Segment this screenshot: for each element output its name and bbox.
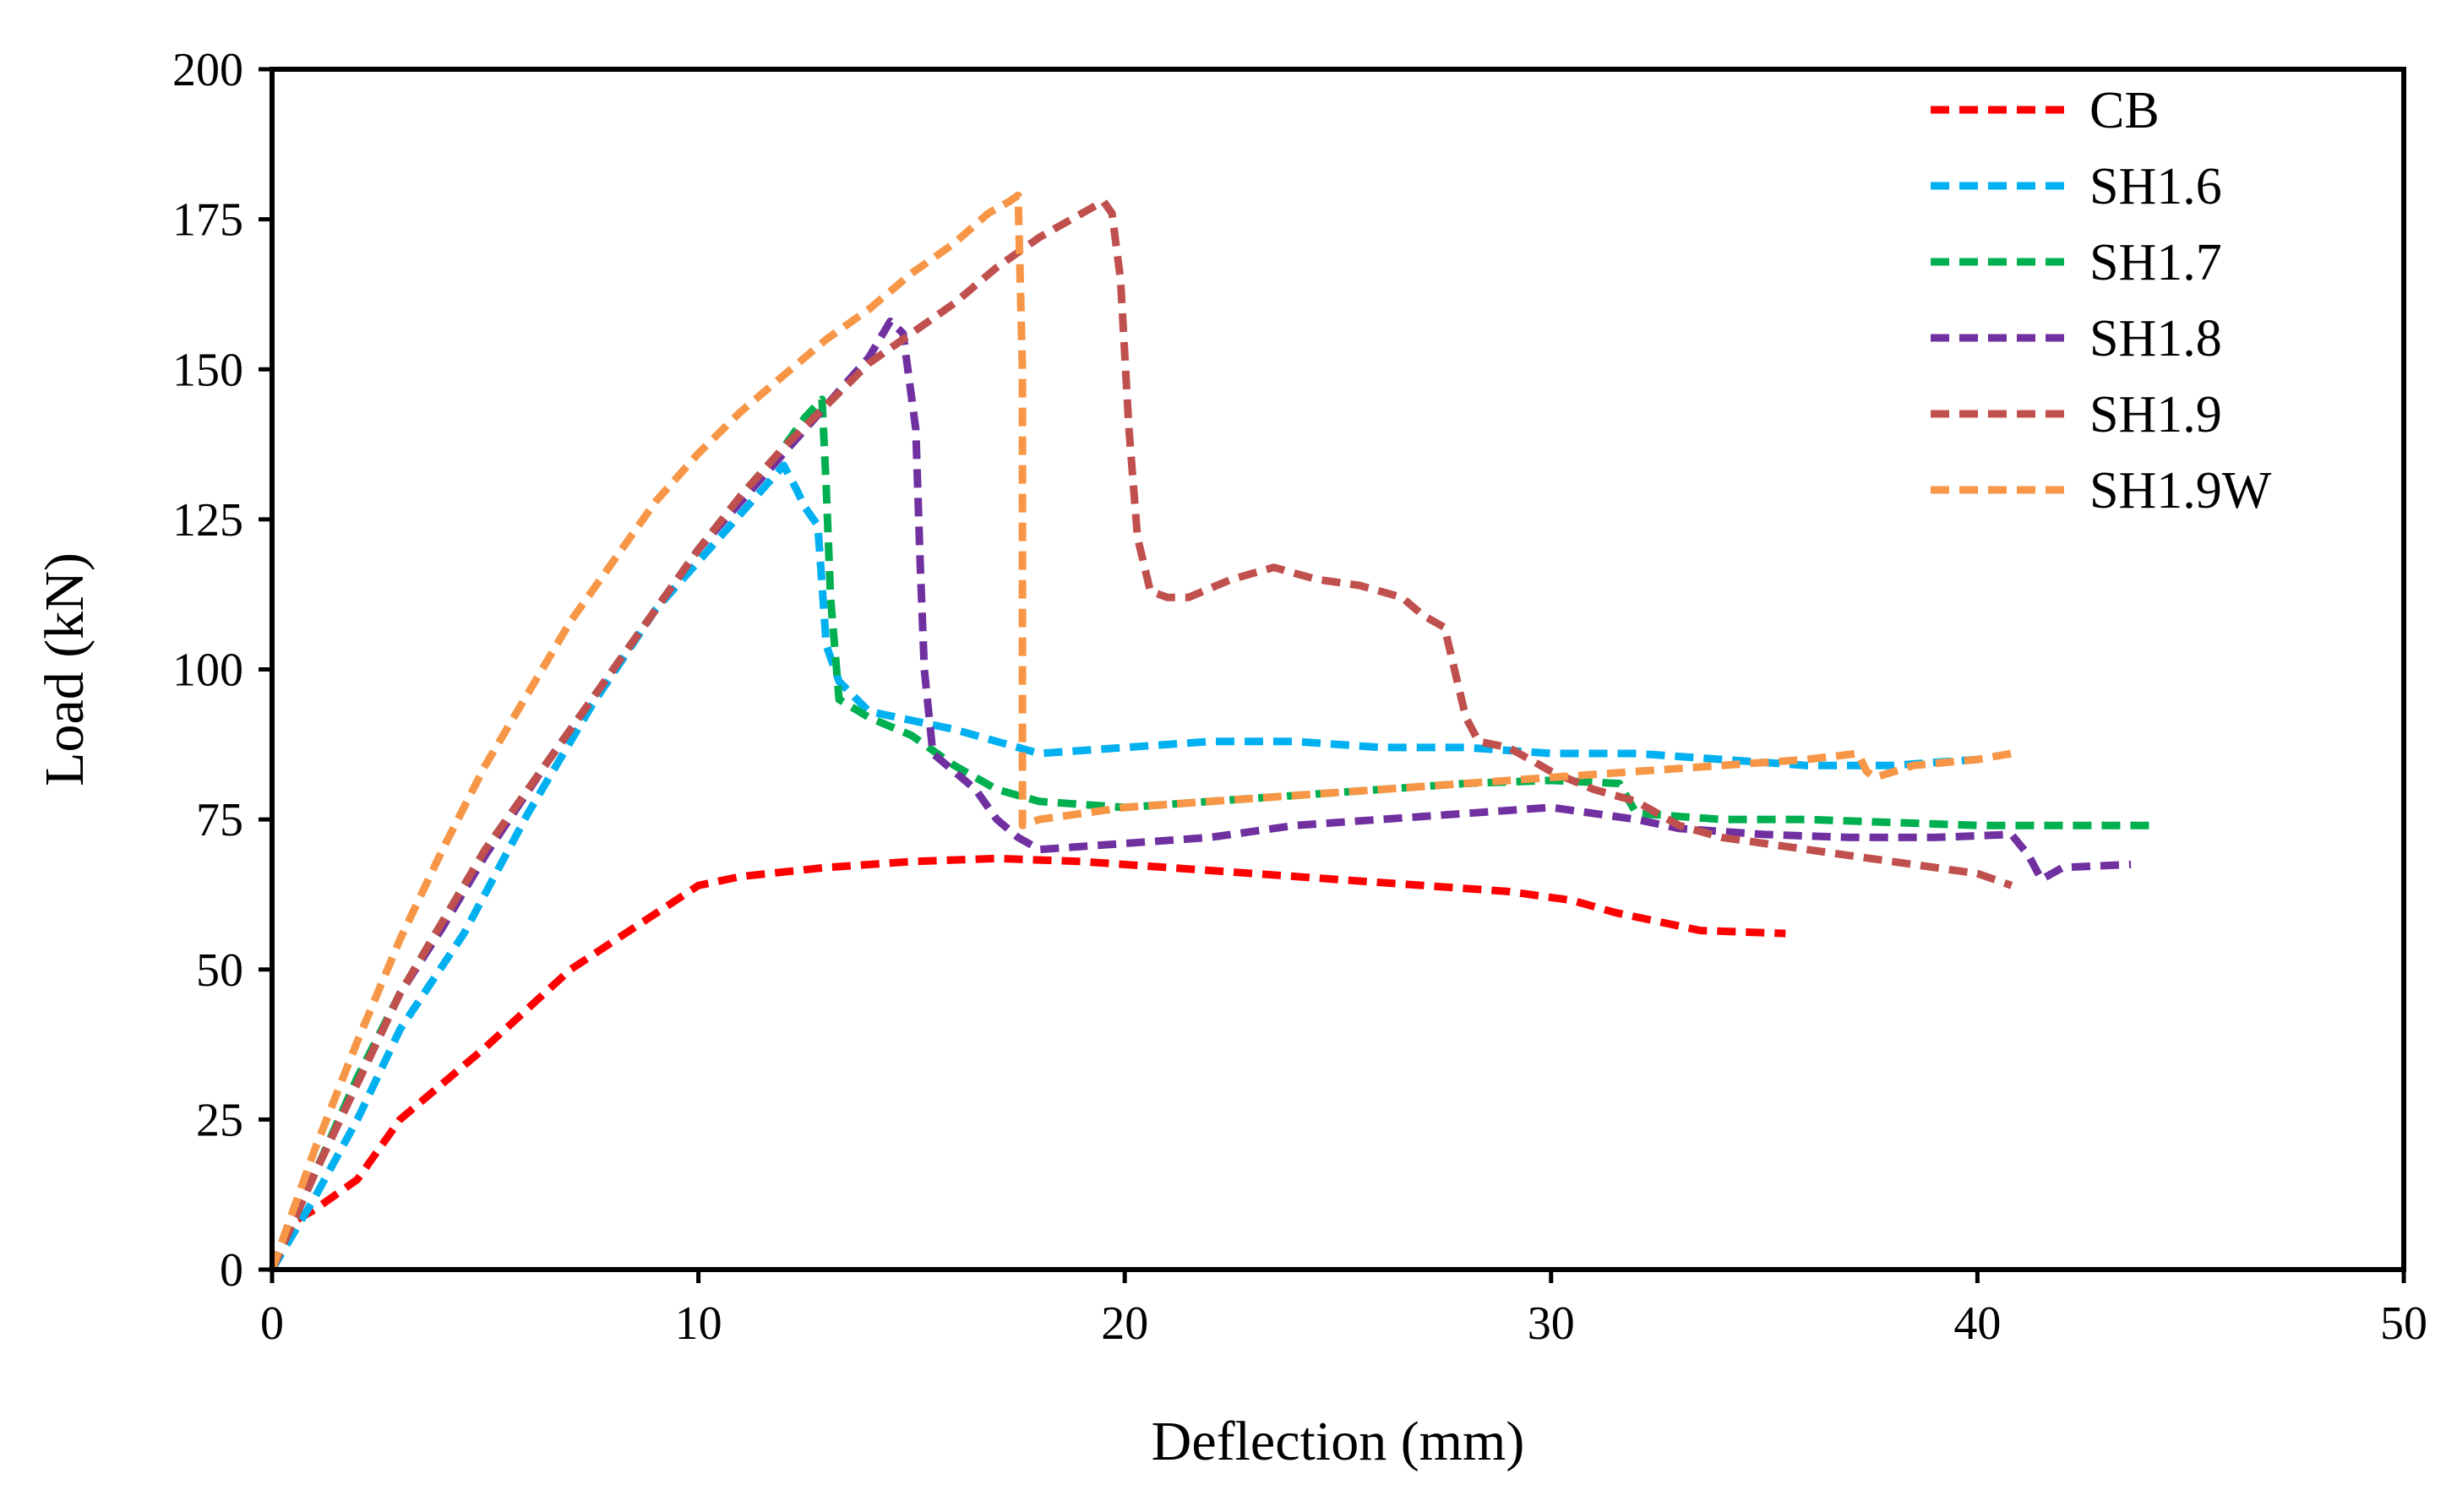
legend-label: SH1.9W [2089, 462, 2272, 519]
x-tick-label: 30 [1528, 1297, 1575, 1350]
series-line-sh1-9w [268, 191, 2013, 1271]
x-tick-label: 20 [1101, 1297, 1148, 1350]
x-tick-label: 10 [675, 1297, 722, 1350]
y-tick-label: 175 [172, 194, 243, 247]
x-tick-label: 40 [1953, 1297, 2001, 1350]
y-tick-label: 200 [172, 44, 243, 96]
legend-label: SH1.6 [2089, 158, 2222, 215]
y-tick-label: 75 [196, 794, 243, 846]
series-line-cb [268, 854, 1786, 1271]
y-axis-title: Load (kN) [34, 552, 95, 786]
y-tick-label: 50 [196, 944, 243, 997]
x-tick-label: 0 [260, 1297, 284, 1350]
x-axis: 0 10 20 30 40 50 [260, 1270, 2427, 1350]
plot-area-frame [270, 67, 2406, 1272]
legend-label: CB [2089, 82, 2160, 139]
x-tick-label: 50 [2380, 1297, 2427, 1350]
series-line-sh1-8 [268, 317, 2132, 1271]
legend-label: SH1.7 [2089, 234, 2222, 291]
y-tick-label: 25 [196, 1094, 243, 1146]
legend-label: SH1.8 [2089, 310, 2222, 367]
legend: CB SH1.6 SH1.7 SH1.8 SH1.9 SH1.9W [1931, 82, 2272, 519]
series-line-sh1-9 [268, 197, 2013, 1271]
x-axis-title: Deflection (mm) [1152, 1411, 1525, 1472]
y-axis: 0 25 50 75 100 125 150 175 200 [172, 44, 272, 1297]
y-tick-label: 125 [172, 494, 243, 547]
y-tick-label: 150 [172, 344, 243, 396]
y-tick-label: 100 [172, 645, 243, 697]
plot-lines [268, 191, 2157, 1272]
legend-label: SH1.9 [2089, 386, 2222, 443]
y-tick-label: 0 [220, 1244, 243, 1297]
